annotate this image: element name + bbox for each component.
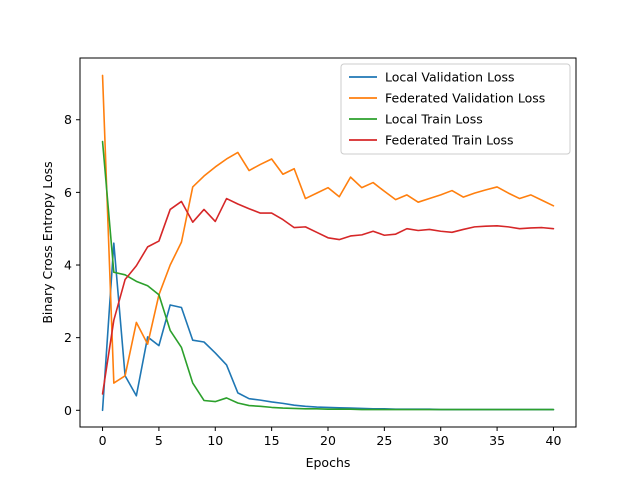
- x-tick-label: 20: [320, 433, 336, 448]
- series-line-4: [101, 197, 555, 395]
- x-tick-label: 30: [433, 433, 449, 448]
- legend-label: Local Validation Loss: [385, 70, 515, 85]
- y-tick-label: 0: [64, 403, 72, 418]
- x-tick-label: 5: [155, 433, 163, 448]
- x-axis-ticks: 0 5 10 15 20 25 30 35 40: [99, 427, 562, 448]
- y-tick-label: 8: [64, 112, 72, 127]
- legend-box: [340, 63, 571, 155]
- legend: Local Validation Loss Federated Validatio…: [340, 63, 571, 155]
- series-line-2: [101, 74, 555, 384]
- x-tick-label: 10: [207, 433, 223, 448]
- x-tick-label: 0: [99, 433, 107, 448]
- legend-label: Local Train Loss: [385, 112, 483, 127]
- series-line-3: [101, 140, 555, 411]
- x-tick-label: 35: [489, 433, 505, 448]
- legend-label: Federated Train Loss: [385, 133, 514, 148]
- y-tick-label: 6: [64, 185, 72, 200]
- y-tick-label: 2: [64, 330, 72, 345]
- series-layer: [101, 74, 555, 412]
- y-axis-label: Binary Cross Entropy Loss: [40, 161, 55, 323]
- y-tick-label: 4: [64, 258, 72, 273]
- x-tick-label: 25: [376, 433, 392, 448]
- x-tick-label: 40: [546, 433, 562, 448]
- x-axis-label: Epochs: [306, 455, 351, 470]
- y-axis-ticks: 0 2 4 6 8: [64, 112, 80, 418]
- x-tick-label: 15: [264, 433, 280, 448]
- legend-label: Federated Validation Loss: [385, 91, 545, 106]
